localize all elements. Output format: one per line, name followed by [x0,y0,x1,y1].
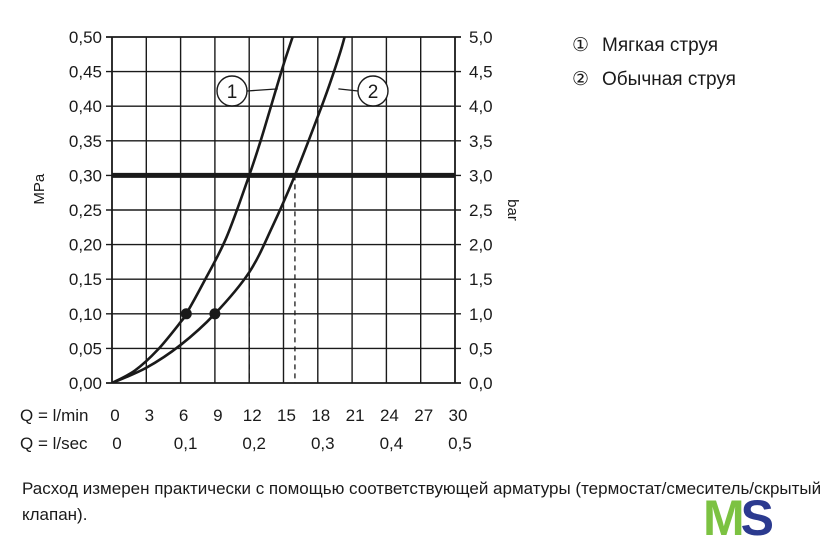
legend-item-2: ② Обычная струя [572,68,736,91]
chart-labels: 0,000,050,100,150,200,250,300,350,400,45… [20,28,521,453]
x-tick-lmin-2: 6 [179,406,188,425]
y-tick-mpa-9: 0,45 [69,63,102,82]
x-tick-lsec-4: 0,4 [380,434,404,453]
x-axis-label-lsec: Q = l/sec [20,434,88,453]
x-tick-lmin-4: 12 [243,406,262,425]
x-tick-lmin-6: 18 [311,406,330,425]
x-tick-lmin-9: 27 [414,406,433,425]
series-1-callout-leader [246,88,278,92]
x-tick-lsec-2: 0,2 [242,434,266,453]
y-tick-bar-10: 5,0 [469,28,493,47]
x-tick-lmin-8: 24 [380,406,399,425]
y-tick-bar-7: 3,5 [469,132,493,151]
y-tick-bar-4: 2,0 [469,236,493,255]
y-tick-bar-0: 0,0 [469,374,493,393]
y-tick-mpa-3: 0,15 [69,270,102,289]
x-tick-lmin-7: 21 [346,406,365,425]
chart-grid [106,36,461,384]
y-axis-title-right: bar [504,199,521,221]
y-tick-mpa-10: 0,50 [69,28,102,47]
legend-item-1: ① Мягкая струя [572,34,718,57]
y-tick-mpa-1: 0,05 [69,339,102,358]
chart-caption: Расход измерен практически с помощью соо… [22,479,822,524]
legend-label-1: Мягкая струя [602,35,719,56]
y-tick-bar-1: 0,5 [469,339,493,358]
x-tick-lmin-3: 9 [213,406,222,425]
y-tick-mpa-2: 0,10 [69,305,102,324]
series-1-callout-circle [216,75,248,107]
x-tick-lsec-3: 0,3 [311,434,335,453]
logo-letter-s: S [740,490,774,546]
series-2-callout-circle [357,75,389,107]
y-tick-bar-9: 4,5 [469,63,493,82]
y-tick-bar-3: 1,5 [469,270,493,289]
y-tick-mpa-8: 0,40 [69,97,102,116]
series-1-line [112,37,294,383]
y-tick-mpa-4: 0,20 [69,236,102,255]
series-2-callout-label: 2 [368,82,379,103]
x-tick-lsec-5: 0,5 [448,434,472,453]
legend-label-2: Обычная струя [602,69,736,90]
y-tick-bar-5: 2,5 [469,201,493,220]
logo-letter-m: M [703,490,745,546]
y-tick-mpa-7: 0,35 [69,132,102,151]
y-axis-title-left: MPa [31,173,48,205]
y-tick-mpa-5: 0,25 [69,201,102,220]
series-2-callout-leader [338,88,359,92]
curves-clipped [112,37,346,383]
legend-mark-1: ① [572,35,590,56]
series-2-point [209,308,221,320]
x-tick-lmin-0: 0 [110,406,119,425]
legend-mark-2: ② [572,69,590,90]
x-axis-label-lmin: Q = l/min [20,406,89,425]
x-tick-lmin-10: 30 [449,406,468,425]
series-2-line [112,37,346,383]
x-tick-lsec-0: 0 [112,434,121,453]
y-tick-bar-8: 4,0 [469,97,493,116]
y-tick-bar-6: 3,0 [469,166,493,185]
y-tick-mpa-0: 0,00 [69,374,102,393]
y-tick-mpa-6: 0,30 [69,166,102,185]
x-tick-lmin-1: 3 [145,406,154,425]
brand-logo: MS [703,493,783,543]
series-1-point [180,308,192,320]
x-tick-lmin-5: 15 [277,406,296,425]
y-tick-bar-2: 1,0 [469,305,493,324]
series-1-callout-label: 1 [227,82,238,103]
x-tick-lsec-1: 0,1 [174,434,198,453]
